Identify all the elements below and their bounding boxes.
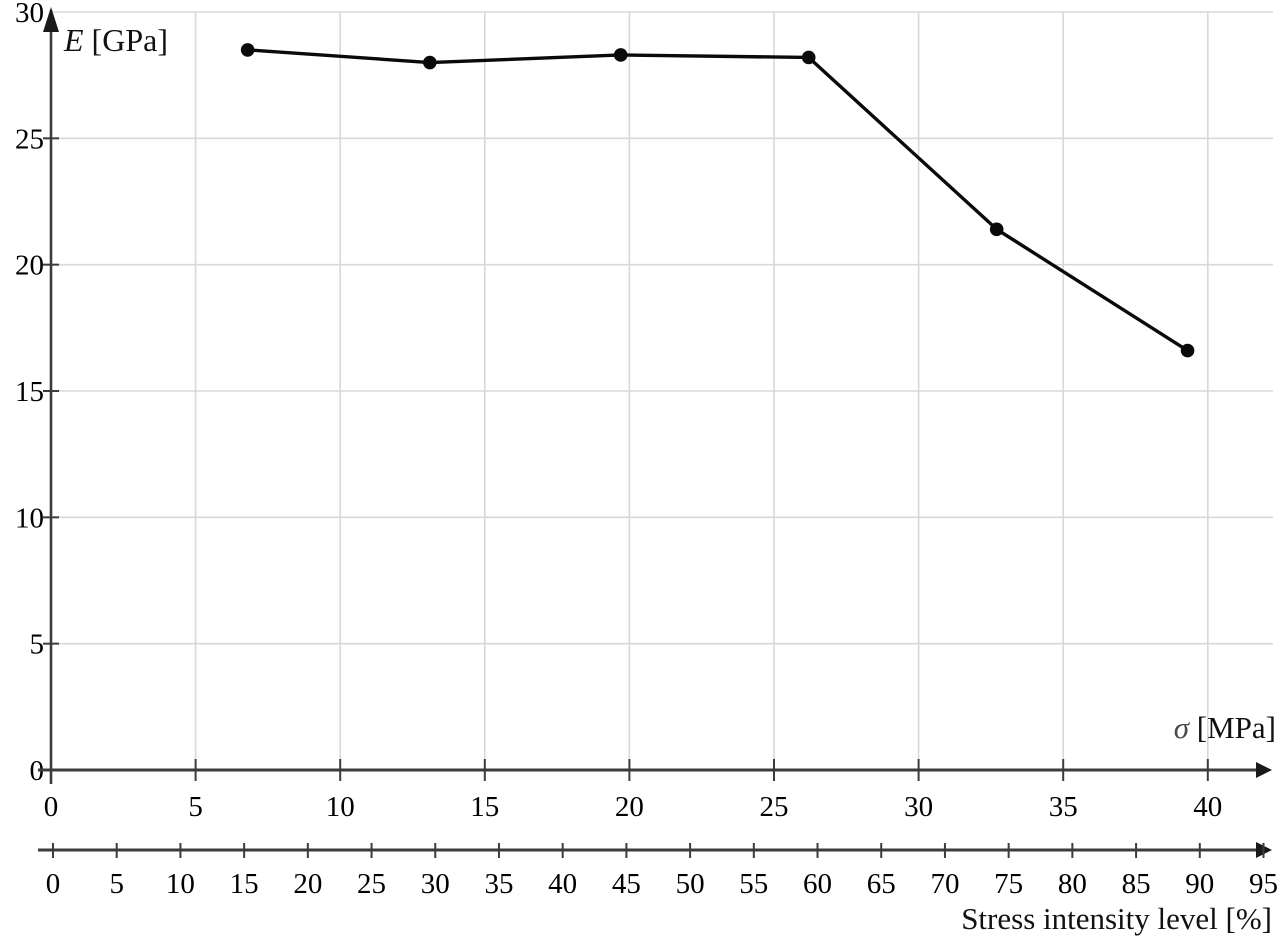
y-tick-label: 30: [15, 0, 44, 29]
x-axis-title: σ [MPa]: [1174, 712, 1276, 743]
x2-tick-label: 75: [994, 868, 1023, 900]
x2-tick-label: 85: [1122, 868, 1151, 900]
x2-tick-label: 90: [1185, 868, 1214, 900]
x-axis-arrow-icon: [1256, 762, 1272, 778]
x-tick-label: 25: [760, 791, 789, 823]
data-series-line: [245, 48, 1190, 353]
x2-tick-label: 65: [867, 868, 896, 900]
x2-tick-label: 50: [676, 868, 705, 900]
x2-tick-label: 0: [46, 868, 61, 900]
x2-tick-label: 70: [930, 868, 959, 900]
x2-tick-label: 40: [548, 868, 577, 900]
x-tick-label: 5: [188, 791, 203, 823]
x2-axis-title: Stress intensity level [%]: [961, 901, 1272, 936]
x-tick-label: 30: [904, 791, 933, 823]
x2-tick-label: 45: [612, 868, 641, 900]
y-tick-label: 25: [15, 123, 44, 155]
x2-tick-label: 15: [230, 868, 259, 900]
x2-tick-label: 35: [484, 868, 513, 900]
data-point-marker: [423, 55, 437, 70]
data-point-marker: [989, 222, 1004, 237]
x-axis-symbol: σ: [1173, 710, 1190, 745]
x-tick-label: 40: [1193, 791, 1222, 823]
x2-tick-label: 80: [1058, 868, 1087, 900]
y-axis-title: E [GPa]: [64, 24, 168, 56]
data-point-marker: [801, 50, 816, 65]
x-tick-label: 0: [44, 791, 59, 823]
x2-tick-label: 60: [803, 868, 832, 900]
y-tick-label: 5: [30, 629, 45, 661]
x-axis-unit: [MPa]: [1189, 710, 1276, 745]
x-tick-label: 15: [470, 791, 499, 823]
x2-tick-label: 25: [357, 868, 386, 900]
y-axis-arrow-icon: [43, 7, 59, 32]
data-point-marker: [613, 48, 628, 62]
y-axis-unit: [GPa]: [83, 22, 168, 58]
y-tick-label: 10: [15, 502, 44, 534]
y-tick-label: 20: [15, 250, 44, 282]
x-tick-label: 35: [1049, 791, 1078, 823]
x2-tick-label: 5: [109, 868, 124, 900]
y-axis-symbol: E: [64, 22, 84, 58]
x-tick-label: 20: [615, 791, 644, 823]
x2-tick-label: 55: [739, 868, 768, 900]
x2-tick-label: 30: [421, 868, 450, 900]
y-tick-label: 15: [15, 376, 44, 408]
data-point-marker: [1180, 343, 1195, 358]
data-point-marker: [240, 43, 255, 57]
x2-tick-label: 10: [166, 868, 195, 900]
x-tick-label: 10: [326, 791, 355, 823]
y-tick-label: 0: [30, 755, 45, 787]
x2-tick-label: 20: [293, 868, 322, 900]
x2-tick-label: 95: [1249, 868, 1278, 900]
